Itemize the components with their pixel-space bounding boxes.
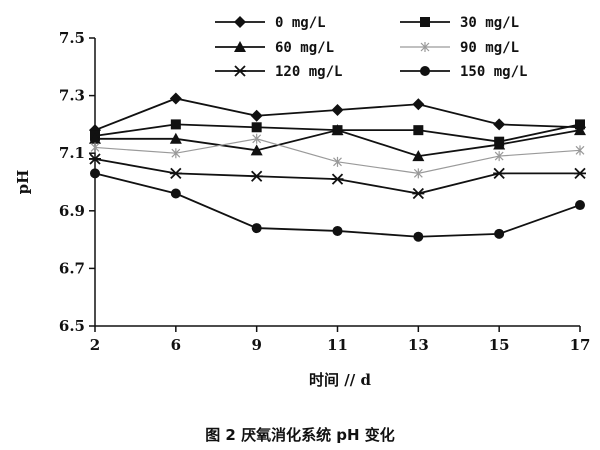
data-point bbox=[251, 122, 262, 133]
x-axis-label: 时间 // d bbox=[309, 371, 371, 389]
data-point bbox=[250, 170, 263, 182]
data-point bbox=[493, 118, 506, 131]
legend-label: 150 mg/L bbox=[460, 64, 527, 80]
y-axis-ticks: 6.5 6.7 6.9 7.1 7.3 7.5 bbox=[59, 29, 95, 335]
legend-label: 60 mg/L bbox=[275, 40, 334, 56]
data-point bbox=[493, 138, 506, 150]
x-tick-label: 9 bbox=[251, 336, 261, 354]
legend-item: 90 mg/L bbox=[400, 40, 519, 56]
data-point bbox=[89, 153, 101, 165]
y-tick-label: 6.7 bbox=[59, 259, 85, 277]
data-point bbox=[250, 144, 263, 156]
data-point bbox=[252, 133, 262, 144]
legend-label: 30 mg/L bbox=[460, 15, 519, 31]
data-point bbox=[171, 148, 181, 159]
x-tick-label: 6 bbox=[171, 336, 181, 354]
y-axis-label: pH bbox=[14, 170, 32, 195]
data-point bbox=[331, 104, 344, 116]
data-point bbox=[90, 168, 100, 179]
figure-caption: 图 2 厌氧消化系统 pH 变化 bbox=[205, 426, 395, 444]
data-point bbox=[574, 124, 586, 136]
y-tick-label: 6.9 bbox=[59, 202, 85, 220]
series-120-mg-l bbox=[89, 153, 586, 200]
series-90-mg-l bbox=[90, 133, 585, 179]
data-point bbox=[170, 188, 181, 199]
legend-item: 0 mg/L bbox=[215, 15, 326, 31]
legend-item: 120 mg/L bbox=[215, 64, 342, 80]
x-axis-ticks: 2 6 9 11 13 15 17 bbox=[90, 326, 591, 354]
data-point bbox=[575, 145, 585, 156]
series-60-mg-l bbox=[89, 124, 586, 162]
data-point bbox=[169, 92, 182, 105]
series-150-mg-l bbox=[90, 168, 585, 242]
data-point bbox=[169, 132, 182, 144]
data-point bbox=[575, 200, 585, 211]
legend-marker bbox=[234, 41, 246, 52]
data-point bbox=[494, 151, 504, 162]
y-tick-label: 7.1 bbox=[59, 144, 85, 162]
data-point bbox=[412, 187, 425, 200]
x-tick-label: 2 bbox=[90, 336, 100, 354]
data-point bbox=[251, 223, 262, 234]
data-point bbox=[412, 150, 425, 162]
legend-marker bbox=[234, 16, 246, 28]
data-point bbox=[170, 119, 181, 130]
series-layer bbox=[89, 92, 586, 242]
legend-marker bbox=[420, 66, 430, 76]
legend-item: 30 mg/L bbox=[400, 15, 519, 31]
y-tick-label: 7.5 bbox=[59, 29, 85, 47]
y-tick-label: 6.5 bbox=[59, 317, 85, 335]
legend-label: 90 mg/L bbox=[460, 40, 519, 56]
legend-marker bbox=[420, 42, 430, 52]
data-point bbox=[493, 167, 506, 179]
data-point bbox=[331, 124, 344, 136]
data-point bbox=[89, 132, 101, 144]
legend: 0 mg/L 30 mg/L 60 mg/L 90 mg/L 120 mg/L 150 m… bbox=[215, 15, 527, 80]
legend-marker bbox=[420, 17, 430, 27]
data-point bbox=[169, 167, 182, 179]
data-point bbox=[333, 156, 342, 167]
legend-marker bbox=[234, 65, 246, 77]
x-tick-label: 11 bbox=[327, 336, 348, 354]
data-point bbox=[494, 228, 505, 239]
y-tick-label: 7.3 bbox=[59, 87, 85, 105]
data-point bbox=[90, 142, 100, 153]
x-tick-label: 13 bbox=[408, 336, 429, 354]
data-point bbox=[413, 168, 423, 179]
data-point bbox=[413, 125, 424, 136]
x-tick-label: 17 bbox=[570, 336, 591, 354]
legend-item: 60 mg/L bbox=[215, 40, 334, 56]
legend-label: 0 mg/L bbox=[275, 15, 326, 31]
data-point bbox=[574, 167, 586, 179]
data-point bbox=[331, 173, 344, 185]
legend-item: 150 mg/L bbox=[400, 64, 527, 80]
x-tick-label: 15 bbox=[489, 336, 510, 354]
legend-label: 120 mg/L bbox=[275, 64, 342, 80]
data-point bbox=[412, 98, 425, 111]
data-point bbox=[250, 109, 263, 122]
data-point bbox=[332, 225, 343, 236]
data-point bbox=[413, 231, 424, 242]
